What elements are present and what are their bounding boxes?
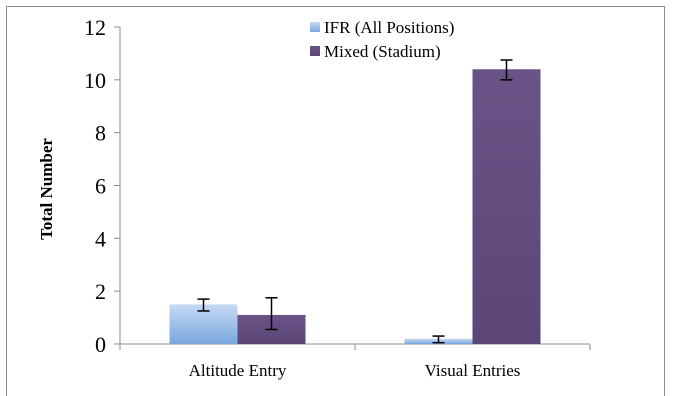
y-tick-label: 4 bbox=[95, 226, 106, 251]
y-tick-label: 0 bbox=[95, 332, 106, 357]
bars-group bbox=[169, 69, 541, 345]
y-tick-label: 6 bbox=[95, 174, 106, 199]
chart-frame bbox=[6, 6, 665, 396]
y-axis-label: Total Number bbox=[37, 138, 56, 240]
y-tick-label: 12 bbox=[84, 15, 106, 40]
legend: IFR (All Positions) Mixed (Stadium) bbox=[310, 18, 454, 61]
legend-swatch bbox=[310, 22, 320, 32]
legend-label: Mixed (Stadium) bbox=[324, 42, 441, 61]
y-tick-label: 10 bbox=[84, 68, 106, 93]
legend-label: IFR (All Positions) bbox=[324, 18, 454, 37]
bar bbox=[472, 69, 541, 345]
x-tick-label: Visual Entries bbox=[425, 361, 521, 380]
x-tick-label: Altitude Entry bbox=[189, 361, 287, 380]
y-tick-label: 8 bbox=[95, 121, 106, 146]
legend-swatch bbox=[310, 46, 320, 56]
y-tick-label: 2 bbox=[95, 279, 106, 304]
error-bars-group bbox=[197, 59, 513, 344]
